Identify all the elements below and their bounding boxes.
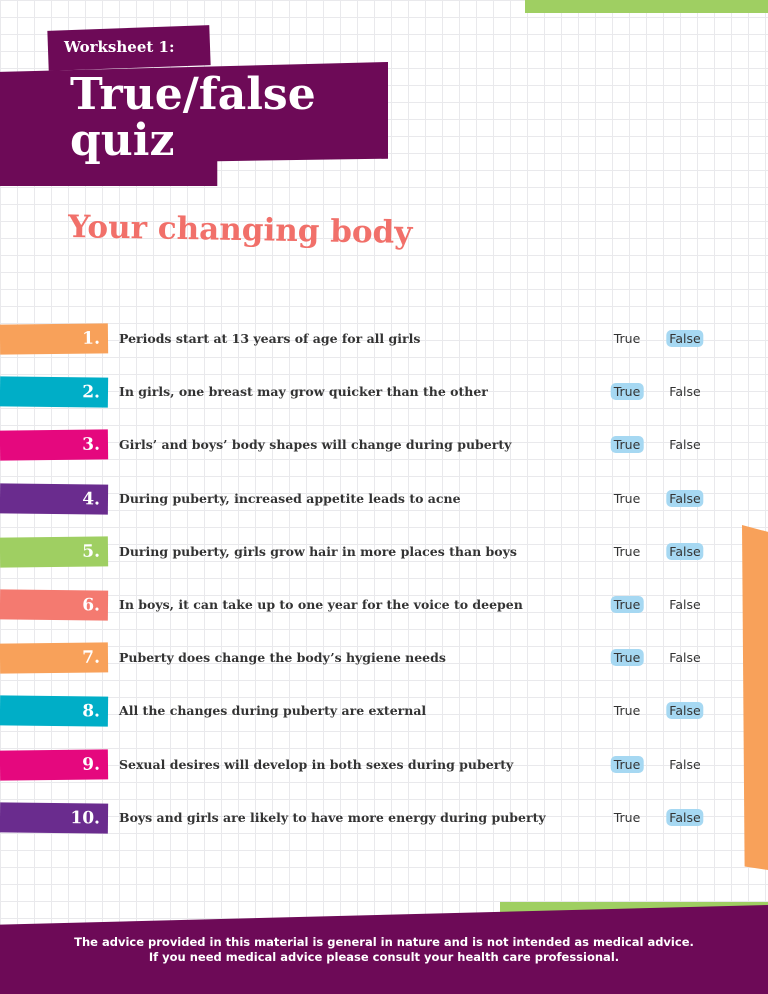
subtitle: Your changing body [67,208,413,252]
decor-bar [500,902,768,912]
answer-option: True [610,755,644,773]
question-text: Girls’ and boys’ body shapes will change… [119,437,512,453]
question-text: In girls, one breast may grow quicker th… [119,384,488,400]
title-line: quiz [70,115,175,166]
question-number: 5. [0,536,109,568]
question-text: During puberty, increased appetite leads… [119,490,461,506]
answer-option: True [613,543,641,559]
question-number: 9. [0,749,109,781]
worksheet-label: Worksheet 1: [64,38,175,56]
answer-option: False [669,650,701,666]
answer-option: True [610,383,644,401]
answer-option: True [613,703,641,719]
question-number: 3. [0,429,109,461]
question-text: All the changes during puberty are exter… [119,703,427,719]
question-text: Boys and girls are likely to have more e… [119,809,546,825]
answer-option: False [669,384,701,400]
question-number: 2. [0,376,109,408]
question-number: 6. [0,589,109,621]
question-number: 7. [0,642,109,674]
answer-option: True [613,490,641,506]
question-text: During puberty, girls grow hair in more … [119,543,517,559]
question-text: Sexual desires will develop in both sexe… [119,756,514,772]
answer-option: True [610,649,644,667]
footer-text: The advice provided in this material is … [74,935,694,949]
decor-bar [742,525,768,870]
answer-option: True [610,436,644,454]
title-line: True/false [70,69,316,120]
answer-option: False [666,542,704,560]
answer-option: False [669,756,701,772]
question-number: 8. [0,695,109,727]
decor-bar [525,0,768,13]
answer-option: False [666,330,704,347]
question-text: Puberty does change the body’s hygiene n… [119,650,446,666]
question-text: Periods start at 13 years of age for all… [119,331,421,346]
question-number: 1. [0,323,109,355]
answer-option: False [669,597,701,612]
question-number: 4. [0,483,109,515]
answer-option: False [666,489,704,507]
question-text: In boys, it can take up to one year for … [119,597,523,612]
answer-option: False [666,702,704,720]
answer-option: True [610,596,644,613]
question-number: 10. [0,802,109,834]
title: True/false quiz [70,72,316,164]
answer-option: False [666,808,704,826]
answer-option: False [669,437,701,453]
answer-option: True [613,809,641,825]
footer-text: If you need medical advice please consul… [148,950,620,964]
answer-option: True [613,331,641,346]
